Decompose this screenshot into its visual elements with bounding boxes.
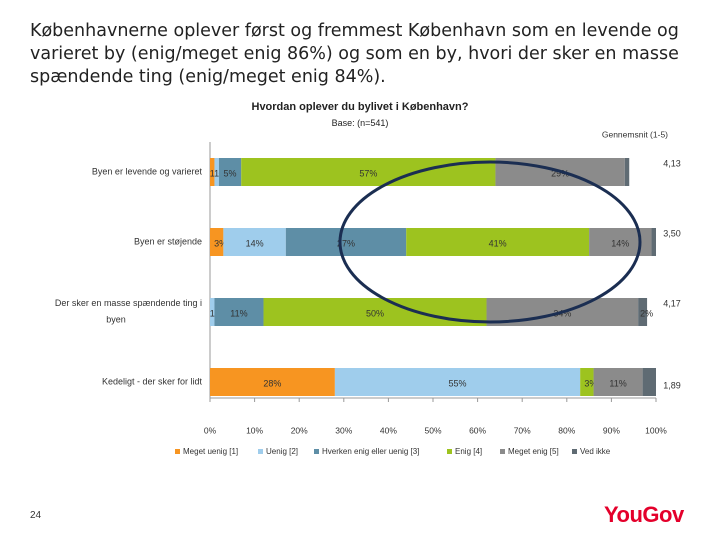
- legend-label: Hverken enig eller uenig [3]: [322, 447, 419, 456]
- legend-swatch: [447, 449, 452, 454]
- yougov-logo: YouGov: [604, 502, 684, 527]
- bar-segment: [651, 228, 656, 256]
- x-tick-label: 100%: [645, 425, 667, 435]
- data-label: 11%: [609, 378, 626, 388]
- bar-segment: [624, 158, 630, 186]
- x-tick-label: 90%: [603, 425, 620, 435]
- data-label: 28%: [263, 378, 281, 388]
- category-label: Der sker en masse spændende ting i: [55, 298, 202, 308]
- bar-segment: [285, 228, 407, 256]
- chart-title: Hvordan oplever du bylivet i København?: [251, 101, 469, 113]
- bar-segment: [210, 298, 215, 326]
- bar-segment: [218, 158, 242, 186]
- bar-segment: [642, 368, 656, 396]
- bar-segment: [241, 158, 496, 186]
- average-value: 1,89: [663, 380, 681, 390]
- legend-swatch: [314, 449, 319, 454]
- bar-segment: [334, 368, 581, 396]
- chart-subtitle: Base: (n=541): [331, 118, 389, 128]
- average-value: 4,13: [663, 158, 681, 168]
- data-label: 11%: [230, 308, 247, 318]
- data-label: 5%: [224, 168, 237, 178]
- bar-segment: [214, 158, 219, 186]
- bar-segment: [580, 368, 594, 396]
- data-label: 3%: [214, 238, 227, 248]
- legend-label: Meget uenig [1]: [183, 447, 238, 456]
- bar-segment: [210, 368, 335, 396]
- x-tick-label: 10%: [246, 425, 263, 435]
- bar-segment: [593, 368, 643, 396]
- bar-segment: [210, 228, 224, 256]
- data-label: 14%: [611, 238, 629, 248]
- x-tick-label: 20%: [291, 425, 308, 435]
- data-label: 41%: [489, 238, 507, 248]
- x-tick-label: 60%: [469, 425, 486, 435]
- data-label: 14%: [246, 238, 264, 248]
- category-label: Byen er levende og varieret: [92, 166, 203, 176]
- legend-swatch: [500, 449, 505, 454]
- x-tick-label: 80%: [558, 425, 575, 435]
- x-tick-label: 40%: [380, 425, 397, 435]
- highlight-ellipse: [338, 160, 642, 324]
- average-value: 3,50: [663, 228, 681, 238]
- average-value: 4,17: [663, 298, 681, 308]
- x-tick-label: 0%: [204, 425, 217, 435]
- bar-segment: [214, 298, 264, 326]
- x-tick-label: 30%: [335, 425, 352, 435]
- bar-segment: [263, 298, 487, 326]
- x-tick-label: 70%: [514, 425, 531, 435]
- slide-headline: Københavnerne oplever først og fremmest …: [30, 21, 679, 87]
- legend-label: Enig [4]: [455, 447, 482, 456]
- legend-label: Meget enig [5]: [508, 447, 559, 456]
- data-label: 55%: [449, 378, 467, 388]
- bar-segment: [638, 298, 648, 326]
- legend-label: Ved ikke: [580, 447, 611, 456]
- page-number: 24: [30, 510, 42, 521]
- data-label: 50%: [366, 308, 384, 318]
- category-label-cont: byen: [106, 314, 126, 324]
- category-label: Byen er støjende: [134, 236, 202, 246]
- data-label: 2%: [640, 308, 653, 318]
- legend-label: Uenig [2]: [266, 447, 298, 456]
- bar-segment: [210, 158, 215, 186]
- x-tick-label: 50%: [424, 425, 441, 435]
- bar-segment: [223, 228, 286, 256]
- legend-swatch: [572, 449, 577, 454]
- average-header: Gennemsnit (1-5): [602, 129, 668, 139]
- legend-swatch: [258, 449, 263, 454]
- data-label: 57%: [359, 168, 377, 178]
- legend-swatch: [175, 449, 180, 454]
- data-label: 29%: [551, 168, 569, 178]
- data-label: 27%: [337, 238, 355, 248]
- data-label: 3%: [584, 378, 597, 388]
- bar-segment: [406, 228, 590, 256]
- category-label: Kedeligt - der sker for lidt: [102, 376, 203, 386]
